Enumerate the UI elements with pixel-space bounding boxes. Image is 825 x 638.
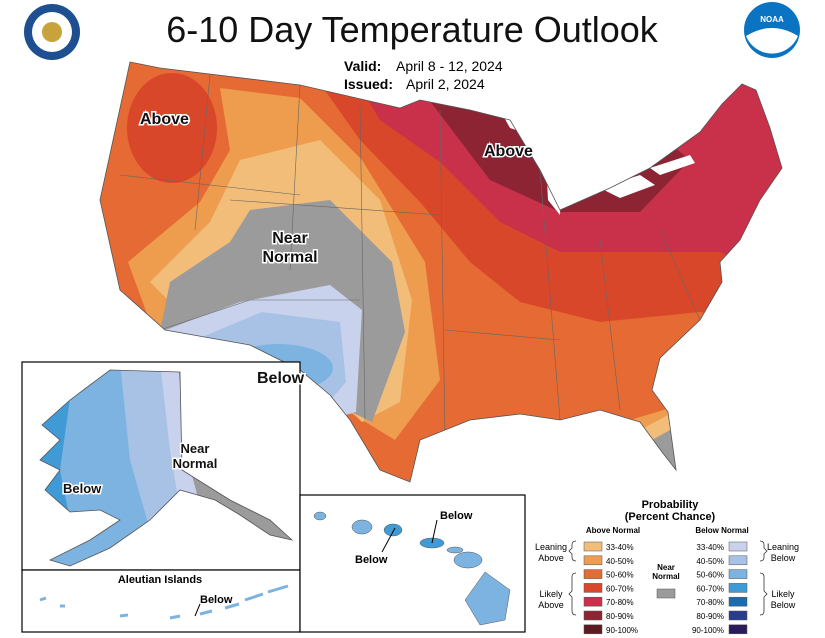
legend-title: Probability (Percent Chance) xyxy=(625,499,716,523)
region xyxy=(652,430,690,480)
legend-swatch xyxy=(728,569,748,579)
alaska-outline xyxy=(39,369,294,567)
legend-swatch xyxy=(728,541,748,552)
legend-swatch xyxy=(583,569,603,579)
lake xyxy=(650,155,695,175)
legend-header: Below Normal xyxy=(695,526,748,535)
map-label: Below xyxy=(257,370,305,387)
island xyxy=(383,523,403,537)
legend-group: Leaning Below xyxy=(767,542,799,563)
doc-logo xyxy=(42,22,62,42)
map-label: Below xyxy=(200,594,233,606)
island xyxy=(464,571,511,626)
island xyxy=(351,519,373,535)
valid-label: Valid: xyxy=(344,58,381,74)
line: Above xyxy=(538,553,564,563)
legend-swatch xyxy=(583,541,603,552)
legend-swatch xyxy=(583,610,603,621)
region xyxy=(127,73,217,183)
aleutian-islands xyxy=(39,584,289,620)
legend-label: 60-70% xyxy=(696,584,724,593)
legend-swatch xyxy=(728,610,748,621)
legend-label: 33-40% xyxy=(696,543,724,552)
leader xyxy=(381,527,396,553)
legend-swatch xyxy=(728,555,748,566)
aleutian-inset xyxy=(21,569,301,633)
line: Above xyxy=(538,600,564,610)
legend-swatch xyxy=(728,624,748,635)
issued-label: Issued: xyxy=(344,76,393,92)
noaa-logo xyxy=(746,28,798,54)
line: Leaning xyxy=(767,542,799,552)
lake xyxy=(575,130,610,180)
legend-brace xyxy=(568,540,768,616)
line: Normal xyxy=(173,456,218,471)
legend-label: 60-70% xyxy=(606,584,634,593)
line: Normal xyxy=(652,572,680,581)
map-label: Near Normal xyxy=(262,230,317,266)
title: 6-10 Day Temperature Outlook xyxy=(166,9,659,50)
map-label: Below xyxy=(355,554,388,566)
legend-label: 50-60% xyxy=(606,571,634,580)
legend-label: 70-80% xyxy=(606,598,634,607)
legend-swatch xyxy=(656,588,676,599)
legend-label: 33-40% xyxy=(606,543,634,552)
line: Near xyxy=(272,230,308,247)
island xyxy=(313,511,327,521)
island xyxy=(446,546,464,554)
line: Probability xyxy=(642,499,700,511)
legend-label: 90-100% xyxy=(692,626,724,635)
line: Below xyxy=(771,553,796,563)
legend-label: 80-90% xyxy=(696,612,724,621)
map-label: Above xyxy=(140,111,189,128)
legend-group: Likely Below xyxy=(771,589,796,610)
legend-swatch xyxy=(583,624,603,635)
line: Likely xyxy=(771,589,795,599)
legend-group: Likely Above xyxy=(538,589,564,610)
issued: April 2, 2024 xyxy=(406,76,485,92)
line: Below xyxy=(771,600,796,610)
line: Likely xyxy=(539,589,563,599)
legend-label: 40-50% xyxy=(606,557,634,566)
legend-label: 80-90% xyxy=(606,612,634,621)
map-label: Below xyxy=(440,510,473,522)
legend-swatch xyxy=(728,596,748,607)
legend-label: 70-80% xyxy=(696,598,724,607)
line: Near xyxy=(657,563,675,572)
line: Leaning xyxy=(535,542,567,552)
leader xyxy=(431,519,438,544)
legend: Probability (Percent Chance) Above Normal… xyxy=(535,499,799,616)
legend-label: 50-60% xyxy=(696,571,724,580)
legend-swatch xyxy=(583,596,603,607)
legend-swatch xyxy=(583,555,603,566)
island xyxy=(453,551,483,569)
map-label: Above xyxy=(484,143,533,160)
map-label: Aleutian Islands xyxy=(118,574,202,586)
legend-header: Above Normal xyxy=(586,526,640,535)
legend-label: 90-100% xyxy=(606,626,638,635)
valid: April 8 - 12, 2024 xyxy=(396,58,503,74)
legend-swatch xyxy=(728,583,748,593)
legend-swatch xyxy=(583,583,603,593)
legend-label: 40-50% xyxy=(696,557,724,566)
noaa-logo: NOAA xyxy=(760,15,784,24)
conus-outline xyxy=(99,61,783,483)
line: Near xyxy=(181,441,210,456)
state-borders xyxy=(119,74,701,441)
leader xyxy=(194,603,201,617)
map-label: Near Normal xyxy=(173,441,218,471)
legend-near: Near Normal xyxy=(652,563,680,581)
legend-group: Leaning Above xyxy=(535,542,567,563)
lake xyxy=(600,175,655,198)
map-label: Below xyxy=(63,481,102,496)
line: Normal xyxy=(262,249,317,266)
line: (Percent Chance) xyxy=(625,511,716,523)
